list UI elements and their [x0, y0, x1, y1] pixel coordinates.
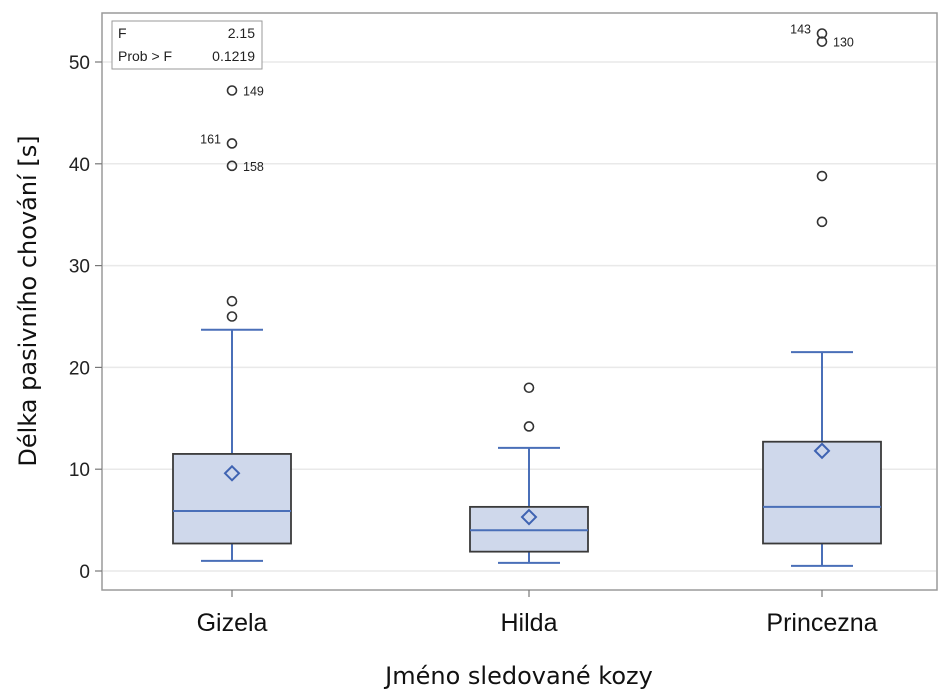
mean-marker: [813, 442, 831, 460]
mean-marker: [520, 508, 538, 526]
outlier-point: [816, 170, 828, 182]
x-tick-label: Hilda: [501, 609, 558, 637]
outlier-point: [226, 85, 238, 96]
outlier-point: [816, 216, 828, 228]
mean-marker: [223, 464, 241, 482]
y-tick-label: 50: [69, 53, 90, 74]
box-group-hilda: [469, 382, 589, 564]
outlier-point: [523, 421, 535, 432]
box-iqr: [469, 505, 589, 553]
plot-frame: [101, 12, 938, 591]
y-axis-ticks: 0 10 20 30 40 50: [69, 53, 102, 583]
box-group-gizela: 158 161 149: [172, 85, 292, 562]
y-tick-label: 30: [69, 257, 90, 278]
outlier-point: [226, 295, 238, 307]
x-axis-title: Jméno sledované kozy: [383, 662, 653, 690]
stat-value-prob: 0.1219: [212, 48, 255, 64]
outlier-point: [816, 28, 828, 39]
outlier-label: 143: [790, 22, 811, 36]
outlier-point: [816, 36, 828, 47]
boxes: 158 161 149 130 143: [172, 22, 882, 567]
y-tick-label: 0: [79, 562, 90, 583]
box-iqr: [172, 453, 292, 545]
outlier-point: [226, 311, 238, 322]
box-group-princezna: 130 143: [762, 22, 882, 567]
outlier-point: [226, 138, 238, 149]
y-axis-title: Délka pasivního chování [s]: [14, 135, 42, 466]
stats-inset-frame: [111, 20, 263, 70]
y-tick-label: 40: [69, 155, 90, 176]
outlier-label: 149: [243, 85, 264, 99]
y-tick-label: 10: [69, 460, 90, 481]
outlier-label: 158: [243, 160, 264, 174]
outlier-label: 161: [200, 132, 221, 146]
stat-value-f: 2.15: [228, 25, 255, 41]
stats-inset: F 2.15 Prob > F 0.1219: [111, 20, 263, 70]
stat-name-f: F: [118, 25, 127, 41]
outlier-point: [523, 382, 535, 394]
x-axis-ticks: Gizela Hilda Princezna: [197, 590, 878, 637]
y-tick-label: 20: [69, 358, 90, 379]
outlier-point: [226, 160, 238, 172]
x-tick-label: Princezna: [766, 609, 877, 637]
stat-name-prob: Prob > F: [118, 48, 172, 64]
outlier-label: 130: [833, 36, 854, 50]
x-tick-label: Gizela: [197, 609, 268, 637]
